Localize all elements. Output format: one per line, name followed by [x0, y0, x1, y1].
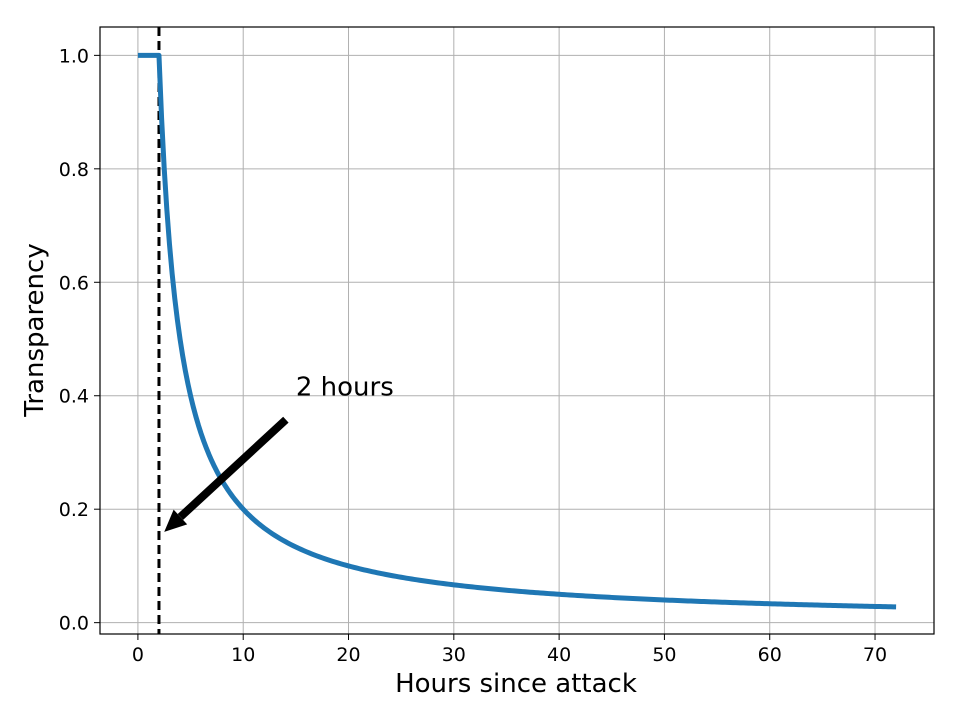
x-tick-label: 50 [652, 644, 676, 666]
series-layer [137, 52, 897, 610]
x-tick-label: 0 [132, 644, 144, 666]
y-tick-label: 0.2 [59, 499, 89, 521]
y-tick-label: 0.4 [59, 386, 89, 408]
x-tick-label: 20 [336, 644, 360, 666]
x-tick-label: 10 [231, 644, 255, 666]
x-axis-ticks: 0 10 20 30 40 50 60 70 [132, 634, 887, 666]
y-axis-title: Transparency [20, 243, 50, 417]
plot-frame [99, 26, 935, 635]
y-tick-label: 1.0 [59, 45, 89, 67]
x-tick-label: 60 [758, 644, 782, 666]
annotation-label: 2 hours [296, 373, 394, 403]
annotation-arrow-head [164, 509, 188, 532]
x-tick-label: 30 [442, 644, 466, 666]
x-tick-label: 40 [547, 644, 571, 666]
y-tick-label: 0.0 [59, 613, 89, 635]
y-tick-label: 0.6 [59, 272, 89, 294]
x-axis-title: Hours since attack [395, 669, 637, 699]
y-axis-ticks: 0.0 0.2 0.4 0.6 0.8 1.0 [59, 45, 100, 635]
series-line [137, 52, 897, 610]
y-tick-label: 0.8 [59, 159, 89, 181]
annotation-arrow-shaft [177, 416, 289, 520]
annotation-layer: 2 hours [164, 373, 394, 532]
x-tick-label: 70 [863, 644, 887, 666]
grid [100, 27, 934, 634]
